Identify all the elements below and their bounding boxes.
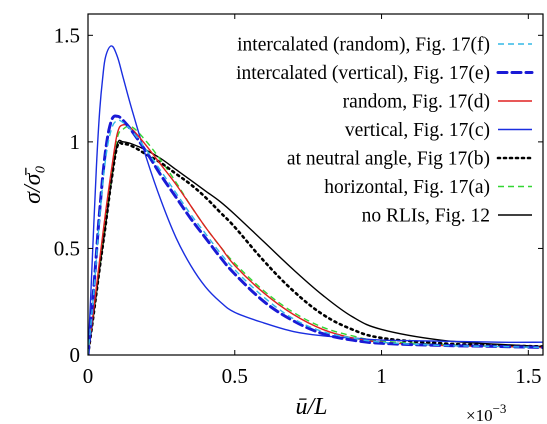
x-multiplier-base: ×10 (466, 406, 493, 424)
y-tick-label: 0.5 (54, 236, 80, 260)
legend-label: at neutral angle, Fig 17(b) (287, 149, 490, 170)
x-axis-label: ū/L (295, 394, 327, 420)
plot-frame (87, 13, 544, 356)
legend-label: random, Fig. 17(d) (343, 92, 490, 113)
series-line (88, 139, 543, 355)
x-tick-label: 0.5 (222, 364, 248, 388)
legend-entry: intercalated (random), Fig. 17(f) (237, 35, 532, 56)
legend-entry: at neutral angle, Fig 17(b) (287, 149, 534, 170)
y-tick-label: 0 (70, 343, 81, 367)
ticks-layer: 0 0.5 1 1.5 0 0.5 1 1.5 (54, 14, 543, 388)
legend-label: horizontal, Fig. 17(a) (324, 177, 490, 198)
legend-label: vertical, Fig. 17(c) (345, 120, 490, 141)
y-tick-label: 1 (70, 130, 81, 154)
legend-entry: random, Fig. 17(d) (343, 92, 532, 113)
legend-label: intercalated (vertical), Fig. 17(e) (236, 63, 490, 84)
x-tick-label: 1.5 (515, 364, 541, 388)
series-line (88, 141, 543, 355)
legend-label: intercalated (random), Fig. 17(f) (237, 35, 490, 56)
x-axis-multiplier: ×10−3 (466, 401, 506, 424)
x-multiplier-exponent: −3 (493, 401, 507, 416)
series-layer (88, 45, 543, 355)
y-tick-label: 1.5 (54, 23, 80, 47)
y-axis-label: σ/σ̄₀ (20, 165, 46, 204)
legend-label: no RLIs, Fig. 12 (362, 206, 490, 227)
legend: intercalated (random), Fig. 17(f) interca… (236, 35, 534, 227)
legend-entry: vertical, Fig. 17(c) (345, 120, 532, 141)
x-tick-label: 1 (376, 364, 387, 388)
series-line (88, 114, 543, 355)
series-line (88, 123, 543, 355)
x-tick-label: 0 (83, 364, 94, 388)
legend-entry: horizontal, Fig. 17(a) (324, 177, 532, 198)
series-line (88, 119, 543, 355)
legend-entry: no RLIs, Fig. 12 (362, 206, 532, 227)
legend-entry: intercalated (vertical), Fig. 17(e) (236, 63, 534, 84)
